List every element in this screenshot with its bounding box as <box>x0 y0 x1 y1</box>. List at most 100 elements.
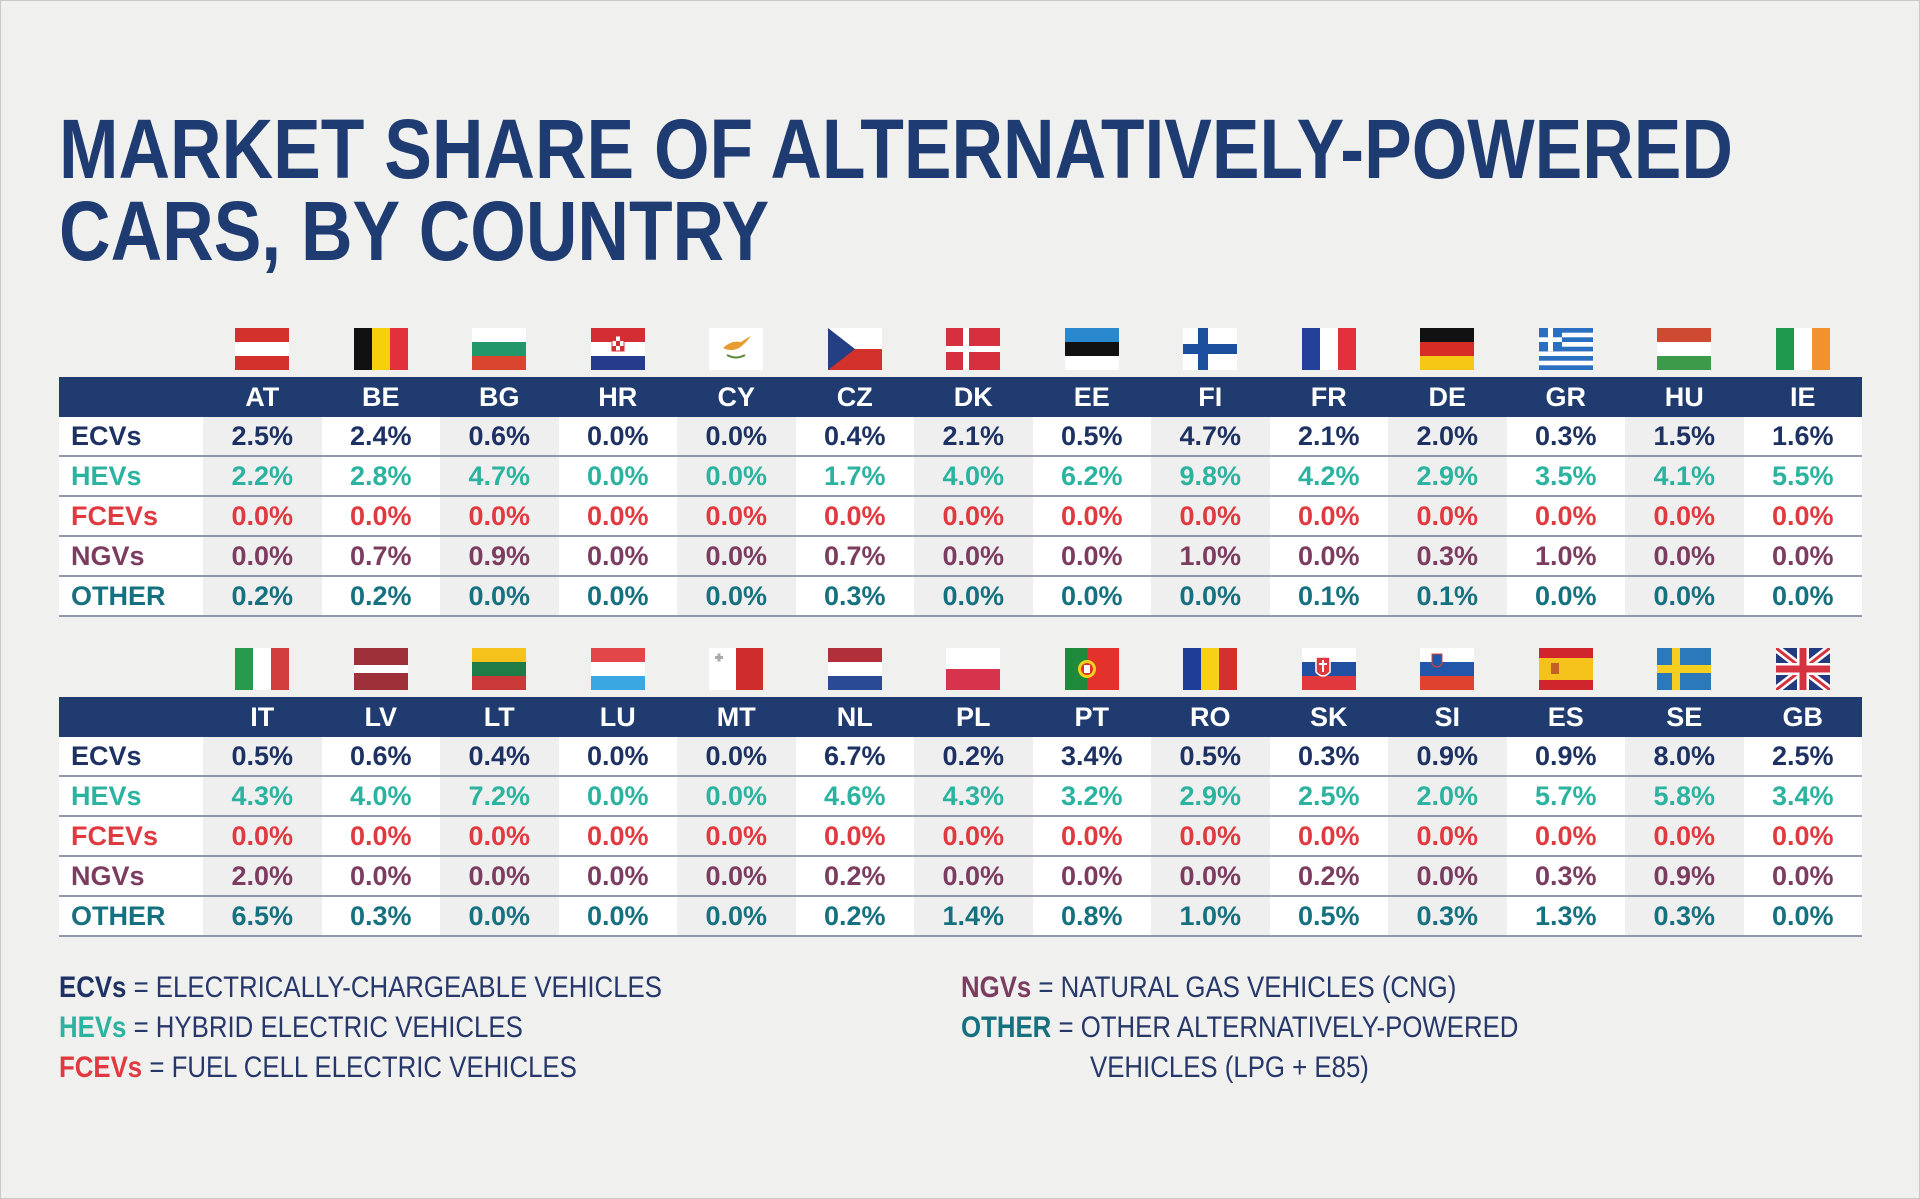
data-cell: 0.0% <box>1388 816 1507 857</box>
data-cell: 0.0% <box>203 536 322 577</box>
table-row-hevs: HEVs 2.2% 2.8% 4.7% 0.0% 0.0% 1.7% 4.0% 6.2% 9.8%… <box>59 456 1862 497</box>
netherlands-flag-icon <box>827 648 882 690</box>
data-cell: 0.1% <box>1269 576 1388 617</box>
country-header: CY <box>677 377 796 417</box>
country-header: GB <box>1743 697 1862 737</box>
hungary-flag-icon <box>1657 328 1712 370</box>
row-label: FCEVs <box>59 496 203 537</box>
data-cell: 0.5% <box>203 737 322 777</box>
legend-item-ecvs: ECVs = ELECTRICALLY-CHARGEABLE VEHICLES <box>59 968 662 1008</box>
data-cell: 4.0% <box>321 776 440 817</box>
country-header: SE <box>1625 697 1744 737</box>
country-header: BG <box>440 377 559 417</box>
data-cell: 4.2% <box>1269 456 1388 497</box>
data-cell: 0.0% <box>440 496 559 537</box>
data-cell: 6.2% <box>1032 456 1151 497</box>
data-cell: 2.5% <box>1743 737 1862 777</box>
country-header: DE <box>1388 377 1507 417</box>
legend-item-ngvs: NGVs = NATURAL GAS VEHICLES (CNG) <box>961 968 1518 1008</box>
legend-key: ECVs <box>59 971 127 1004</box>
row-label: FCEVs <box>59 816 203 857</box>
data-cell: 4.6% <box>795 776 914 817</box>
row-label: OTHER <box>59 896 203 937</box>
data-cell: 0.6% <box>321 737 440 777</box>
data-cell: 0.0% <box>1032 856 1151 897</box>
data-cell: 0.3% <box>1625 896 1744 937</box>
data-cell: 2.0% <box>1388 776 1507 817</box>
data-cell: 0.3% <box>1388 536 1507 577</box>
legend-item-fcevs: FCEVs = FUEL CELL ELECTRIC VEHICLES <box>59 1048 662 1088</box>
legend-key: HEVs <box>59 1011 127 1044</box>
data-cell: 0.0% <box>1625 816 1744 857</box>
data-cell: 0.0% <box>1743 576 1862 617</box>
legend-key: FCEVs <box>59 1051 143 1084</box>
table-block-1: AT BE BG HR CY CZ DK EE FI FR DE GR HU IE ECVs 2.5% 2.4… <box>59 328 1862 617</box>
country-header: EE <box>1032 377 1151 417</box>
data-cell: 0.2% <box>795 896 914 937</box>
country-header: IT <box>203 697 322 737</box>
data-cell: 8.0% <box>1625 737 1744 777</box>
country-header: SI <box>1388 697 1507 737</box>
sweden-flag-icon <box>1657 648 1712 690</box>
data-cell: 3.4% <box>1032 737 1151 777</box>
data-cell: 0.0% <box>1625 576 1744 617</box>
data-cell: 0.0% <box>677 776 796 817</box>
data-cell: 2.0% <box>203 856 322 897</box>
data-cell: 9.8% <box>1151 456 1270 497</box>
data-cell: 7.2% <box>440 776 559 817</box>
data-cell: 6.7% <box>795 737 914 777</box>
data-cell: 4.7% <box>1151 417 1270 457</box>
data-cell: 0.0% <box>558 576 677 617</box>
data-cell: 0.0% <box>677 816 796 857</box>
data-cell: 2.0% <box>1388 417 1507 457</box>
country-header: FI <box>1151 377 1270 417</box>
data-cell: 0.4% <box>795 417 914 457</box>
data-cell: 0.2% <box>321 576 440 617</box>
data-cell: 1.0% <box>1151 896 1270 937</box>
data-cell: 0.0% <box>440 896 559 937</box>
table-row-ngvs: NGVs 2.0% 0.0% 0.0% 0.0% 0.0% 0.2% 0.0% 0.0% 0.0%… <box>59 856 1862 897</box>
data-cell: 0.0% <box>1269 816 1388 857</box>
legend-right: NGVs = NATURAL GAS VEHICLES (CNG) OTHER … <box>961 968 1518 1088</box>
table-row-hevs: HEVs 4.3% 4.0% 7.2% 0.0% 0.0% 4.6% 4.3% 3.2% 2.9%… <box>59 776 1862 817</box>
data-cell: 5.7% <box>1506 776 1625 817</box>
data-cell: 0.0% <box>203 496 322 537</box>
market-share-table-1: AT BE BG HR CY CZ DK EE FI FR DE GR HU IE ECVs 2.5% 2.4… <box>59 377 1862 617</box>
data-cell: 0.3% <box>1506 856 1625 897</box>
data-cell: 0.7% <box>321 536 440 577</box>
data-cell: 0.0% <box>1506 576 1625 617</box>
row-label: HEVs <box>59 776 203 817</box>
table-row-other: OTHER 6.5% 0.3% 0.0% 0.0% 0.0% 0.2% 1.4% 0.8% 1.0… <box>59 896 1862 937</box>
data-cell: 4.3% <box>203 776 322 817</box>
header-corner <box>59 377 203 417</box>
header-row: IT LV LT LU MT NL PL PT RO SK SI ES SE GB <box>59 697 1862 737</box>
data-cell: 0.5% <box>1151 737 1270 777</box>
row-label: ECVs <box>59 737 203 777</box>
data-cell: 0.0% <box>1388 496 1507 537</box>
data-cell: 0.9% <box>1388 737 1507 777</box>
country-header: PL <box>914 697 1033 737</box>
germany-flag-icon <box>1420 328 1475 370</box>
greece-flag-icon <box>1538 328 1593 370</box>
legend-text: = NATURAL GAS VEHICLES (CNG) <box>1031 971 1457 1004</box>
legend-text: VEHICLES (LPG + E85) <box>1090 1051 1369 1084</box>
latvia-flag-icon <box>353 648 408 690</box>
data-cell: 1.6% <box>1743 417 1862 457</box>
data-cell: 0.0% <box>1743 536 1862 577</box>
legend-text: = OTHER ALTERNATIVELY-POWERED <box>1051 1011 1519 1044</box>
flags-row-1 <box>59 328 1862 370</box>
header-row: AT BE BG HR CY CZ DK EE FI FR DE GR HU IE <box>59 377 1862 417</box>
data-cell: 0.7% <box>795 536 914 577</box>
country-header: PT <box>1032 697 1151 737</box>
data-cell: 5.8% <box>1625 776 1744 817</box>
data-cell: 0.0% <box>1388 856 1507 897</box>
data-cell: 0.0% <box>1269 536 1388 577</box>
country-header: LU <box>558 697 677 737</box>
legend-key: OTHER <box>961 1011 1052 1044</box>
data-cell: 0.9% <box>1625 856 1744 897</box>
data-cell: 0.0% <box>1269 496 1388 537</box>
data-cell: 2.9% <box>1388 456 1507 497</box>
data-cell: 0.2% <box>914 737 1033 777</box>
data-cell: 1.5% <box>1625 417 1744 457</box>
data-cell: 0.0% <box>677 576 796 617</box>
